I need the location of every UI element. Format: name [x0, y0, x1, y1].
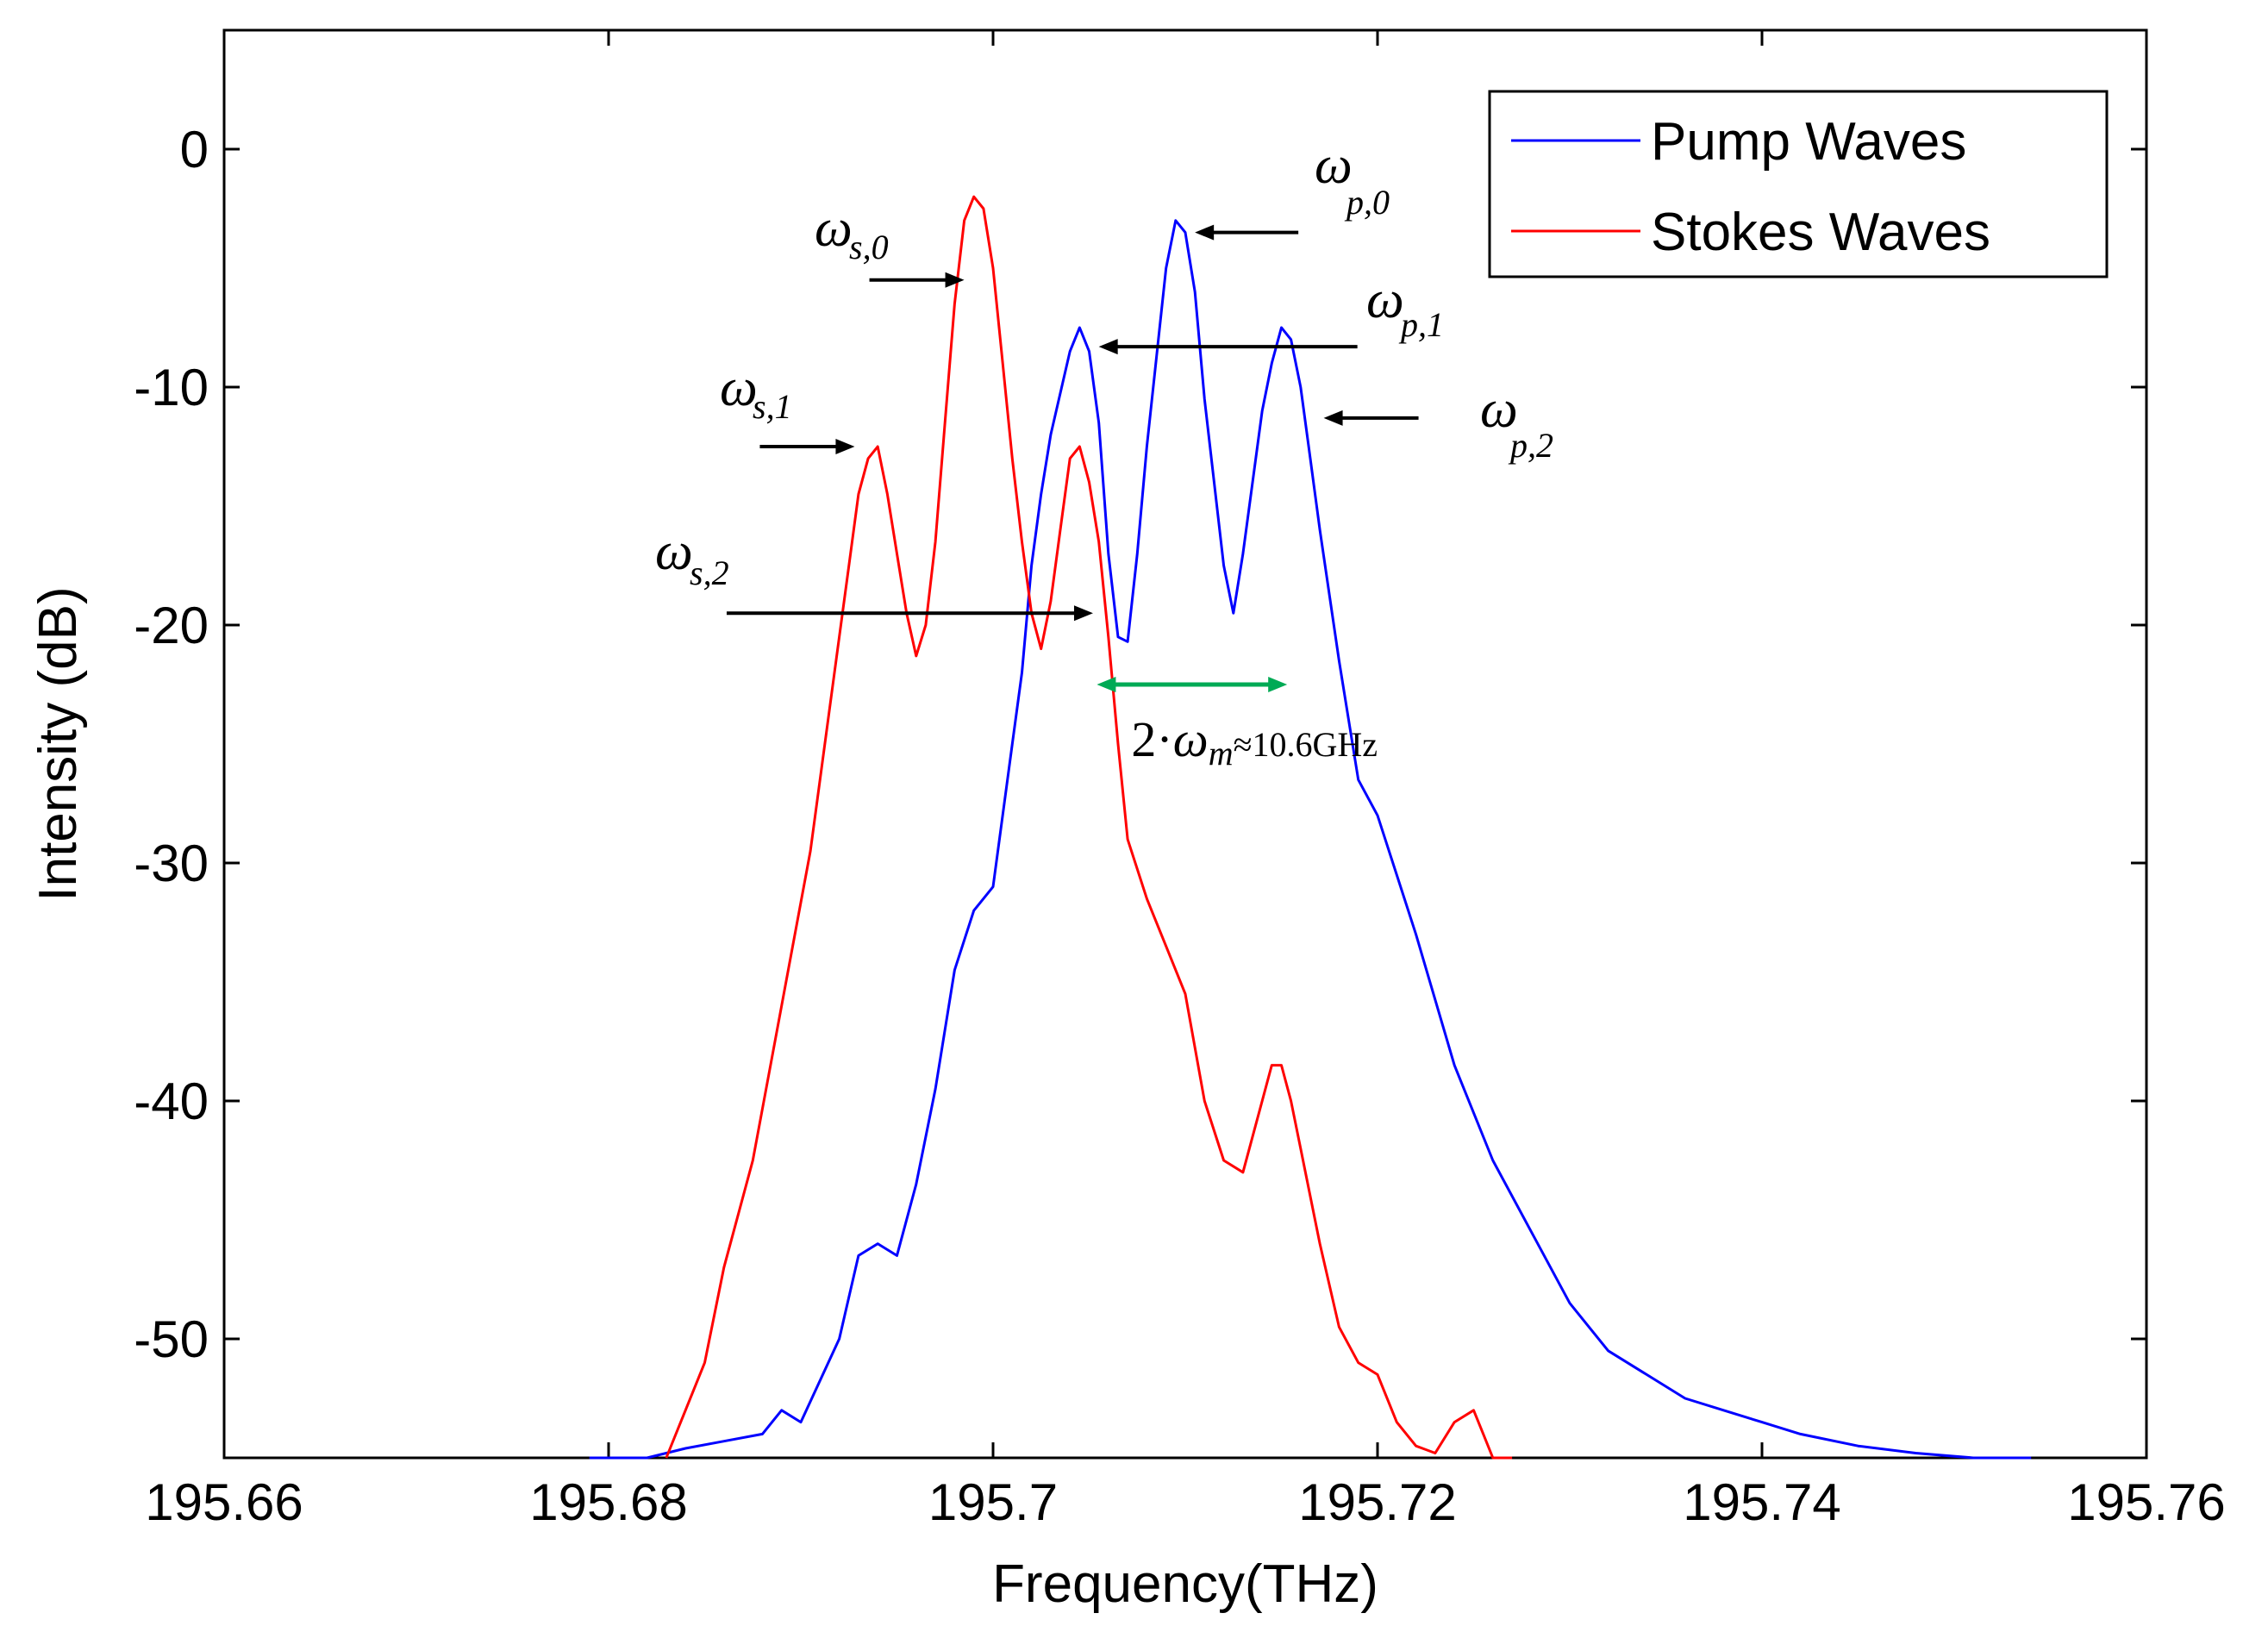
label-omega-s0: ω: [815, 199, 853, 258]
x-tick-label-0: 195.66: [145, 1473, 303, 1531]
peak-annotations: ωp,0ωs,0ωp,1ωs,1 ωp,2ωs,22·ωm≈10.6GHz: [655, 136, 1553, 772]
label-omega-p0: ω: [1315, 136, 1353, 195]
x-tick-label-1: 195.68: [529, 1473, 688, 1531]
x-tick-label-3: 195.72: [1298, 1473, 1457, 1531]
label-omega-p2: ω: [1480, 380, 1518, 439]
label-subscript-s1: s,1: [753, 387, 792, 426]
y-tick-label-3: -30: [134, 835, 209, 892]
pump-waves-line: [589, 219, 2032, 1460]
spacing-arrow-head-left: [1097, 677, 1116, 692]
x-tick-label-4: 195.74: [1683, 1473, 1841, 1531]
label-omega-s1: ω: [720, 359, 758, 417]
arrow-p1-head: [1098, 339, 1118, 355]
label-subscript-s0: s,0: [849, 228, 889, 266]
label-omega-s2: ω: [655, 522, 693, 581]
label-subscript-p0: p,0: [1344, 183, 1390, 222]
spacing-label-prefix: 2·: [1131, 711, 1172, 767]
axis-ticks: [222, 30, 2148, 1458]
spacing-label-value: ≈10.6GHz: [1234, 725, 1378, 764]
spacing-arrow-head-right: [1268, 677, 1288, 692]
y-tick-label-2: -20: [134, 597, 209, 654]
y-tick-label-4: -40: [134, 1072, 209, 1130]
spacing-label-omega: ω: [1173, 711, 1209, 767]
spacing-label: 2·ωm≈10.6GHz: [1131, 711, 1378, 772]
axis-tick-labels: 195.66 195.68 195.7 195.72 195.74 195.76 0 -10 -…: [134, 121, 2225, 1531]
y-tick-label-0: 0: [180, 121, 209, 178]
y-tick-label-5: -50: [134, 1310, 209, 1368]
arrow-s0-head: [945, 272, 965, 288]
legend-box: [1488, 90, 2109, 278]
label-subscript-s2: s,2: [690, 553, 729, 592]
legend-pump-label: Pump Waves: [1651, 112, 1966, 172]
label-subscript-p1: p,1: [1398, 305, 1444, 344]
x-tick-label-5: 195.76: [2067, 1473, 2226, 1531]
arrow-s1-head: [835, 439, 855, 454]
series-lines: [589, 195, 2032, 1460]
y-axis-title: Intensity (dB): [28, 586, 88, 901]
arrow-s2-head: [1073, 605, 1093, 622]
x-axis-title: Frequency(THz): [992, 1554, 1378, 1614]
x-tick-label-2: 195.7: [928, 1473, 1058, 1531]
legend-stokes-label: Stokes Waves: [1651, 203, 1990, 262]
label-subscript-p2: p,2: [1508, 426, 1553, 465]
legend: Pump Waves Stokes Waves: [1488, 90, 2109, 278]
stokes-waves-line: [665, 195, 1513, 1460]
y-tick-label-1: -10: [134, 359, 209, 416]
arrow-p0-head: [1195, 224, 1215, 241]
spacing-label-subscript: m: [1209, 734, 1234, 772]
arrow-p2-head: [1323, 410, 1343, 426]
label-omega-p1: ω: [1366, 271, 1404, 329]
